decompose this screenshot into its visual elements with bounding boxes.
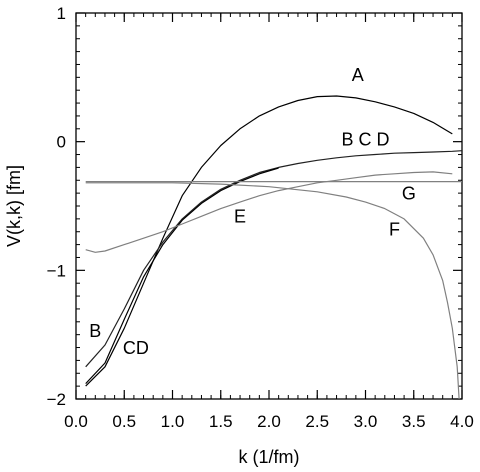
series-line-a: [85, 95, 453, 387]
x-tick-label: 4.0: [450, 412, 474, 431]
series-line-b-c-d: [85, 150, 463, 368]
series-line-cd: [85, 167, 279, 385]
y-tick-label: 1: [57, 4, 66, 23]
x-tick-label: 1.0: [161, 412, 185, 431]
x-tick-label: 0.0: [64, 412, 88, 431]
series-line-e: [85, 171, 453, 253]
curve-label-b-c-d: B C D: [341, 130, 389, 150]
x-tick-label: 0.5: [112, 412, 136, 431]
curve-label-cd: CD: [123, 338, 149, 358]
series-layer: [85, 95, 463, 400]
x-tick-label: 3.0: [354, 412, 378, 431]
annotation-layer: A B C D E GF B CD: [89, 65, 416, 358]
curve-label-g: G: [402, 184, 416, 204]
y-tick-label: 0: [57, 133, 66, 152]
curve-label-b: B: [89, 321, 101, 341]
series-line-f: [85, 182, 460, 400]
x-tick-label: 3.5: [402, 412, 426, 431]
y-axis-label: V(k,k) [fm]: [4, 165, 24, 247]
x-tick-label: 1.5: [209, 412, 233, 431]
y-tick-label: −2: [47, 390, 66, 409]
curve-label-f: F: [389, 220, 400, 240]
curve-label-a: A: [352, 65, 364, 85]
axis-ticks: 0.0 0.5 1.0 1.5 2.0 2.5 3.0 3.5 4.0 −2 −1 0 1: [47, 4, 474, 431]
x-tick-label: 2.5: [305, 412, 329, 431]
x-tick-label: 2.0: [257, 412, 281, 431]
curve-label-e: E: [234, 207, 246, 227]
y-tick-label: −1: [47, 261, 66, 280]
x-axis-label: k (1/fm): [239, 447, 300, 467]
